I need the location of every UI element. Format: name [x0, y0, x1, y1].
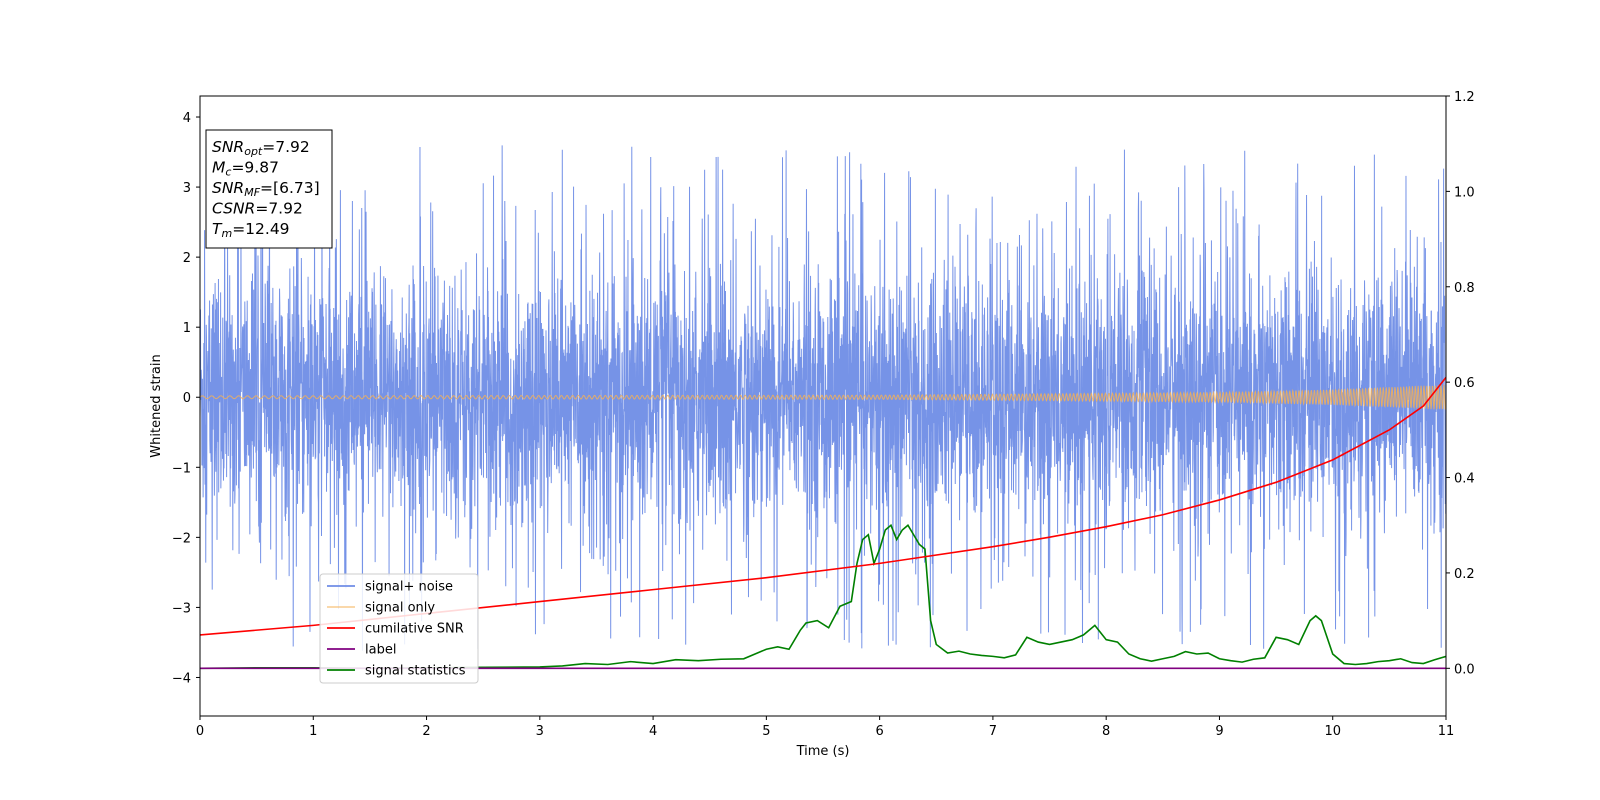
- plot-frame: [199, 95, 1447, 717]
- series-signal-noise: [200, 145, 1446, 651]
- y-tick-label: 2: [183, 251, 191, 266]
- y-tick-label: −3: [172, 601, 191, 616]
- info-box-line: SNRMF=[6.73]: [212, 179, 320, 199]
- y-tick-label: −4: [172, 671, 191, 686]
- y-tick-label: 1: [183, 321, 191, 336]
- x-axis-label: Time (s): [796, 744, 850, 759]
- y-right-tick-label: 0.6: [1454, 376, 1475, 391]
- info-box-line: Tm=12.49: [212, 220, 290, 240]
- info-box-line: CSNR=7.92: [212, 200, 303, 218]
- y-tick-label: 3: [183, 181, 191, 196]
- series-signal-statistics: [200, 523, 1446, 670]
- legend-label: signal+ noise: [365, 580, 453, 595]
- x-tick-label: 7: [989, 724, 997, 739]
- x-tick-label: 3: [536, 724, 544, 739]
- x-tick-label: 2: [422, 724, 430, 739]
- legend-frame: [319, 573, 479, 684]
- y-right-tick-label: 1.0: [1454, 185, 1475, 200]
- legend-label: label: [365, 643, 396, 658]
- y-tick-label: −1: [172, 461, 191, 476]
- x-tick-label: 9: [1215, 724, 1223, 739]
- x-tick-label: 11: [1438, 724, 1455, 739]
- y-right-tick-label: 0.4: [1454, 472, 1475, 487]
- x-tick-label: 0: [196, 724, 204, 739]
- legend-label: signal statistics: [365, 664, 466, 679]
- info-box-frame: [205, 129, 333, 249]
- y-tick-label: 4: [183, 111, 191, 126]
- legend: signal+ noise signal only cumilative SNR la…: [319, 573, 479, 684]
- x-tick-label: 8: [1102, 724, 1110, 739]
- x-tick-label: 10: [1324, 724, 1341, 739]
- legend-label: signal only: [365, 601, 435, 616]
- legend-label: cumilative SNR: [365, 622, 464, 637]
- axes-layer: 0 1 2 3 4 5 6 7 8 9 10 11 −4 −3 −2 −1 0 1 2 3 4 0.0 0.2 0.4 0.6 0…: [172, 90, 1475, 739]
- y-axis-label: Whitened strain: [149, 354, 164, 457]
- y-tick-label: −2: [172, 531, 191, 546]
- series-cumilative-snr: [200, 376, 1446, 636]
- y-right-tick-label: 0.0: [1454, 662, 1475, 677]
- series-signal-only: [200, 384, 1446, 410]
- y-tick-label: 0: [183, 391, 191, 406]
- y-right-tick-label: 0.2: [1454, 567, 1475, 582]
- info-box-line: Mc=9.87: [212, 159, 279, 179]
- info-box-line: SNRopt=7.92: [212, 138, 310, 158]
- x-tick-label: 5: [762, 724, 770, 739]
- y-right-tick-label: 0.8: [1454, 281, 1475, 296]
- x-tick-label: 4: [649, 724, 657, 739]
- x-tick-label: 1: [309, 724, 317, 739]
- x-tick-label: 6: [875, 724, 883, 739]
- y-right-tick-label: 1.2: [1454, 90, 1475, 105]
